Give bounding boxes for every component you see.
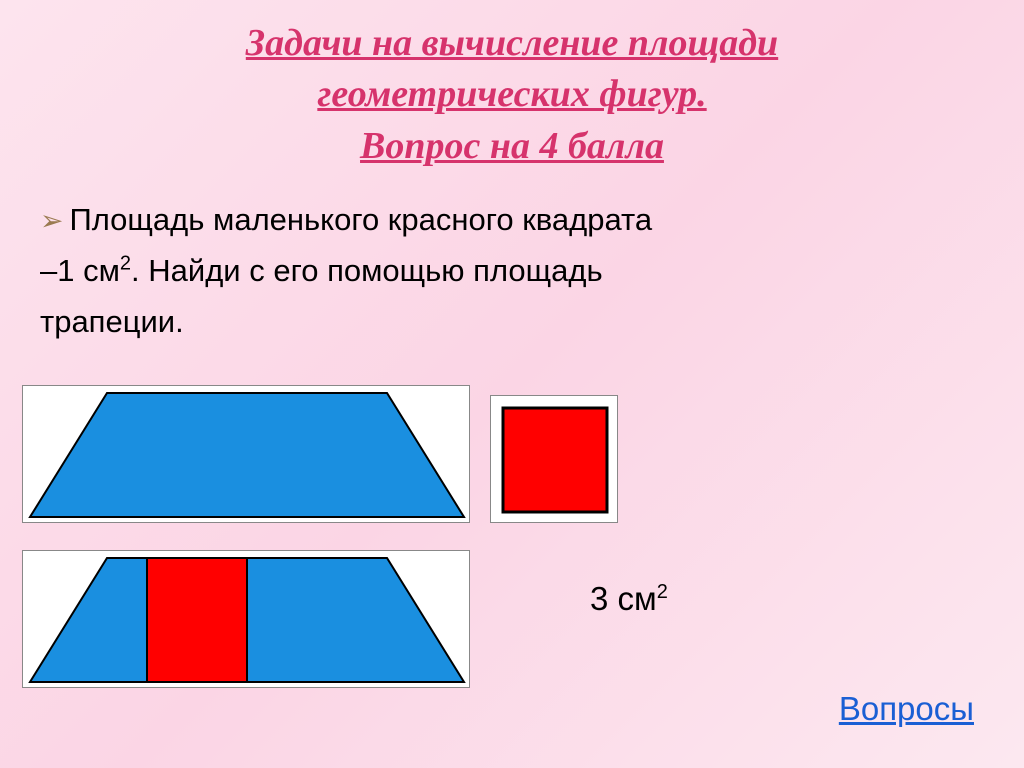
problem-line-2-suffix: . Найди с его помощью площадь	[131, 253, 603, 288]
trapezoid-2-svg	[27, 555, 467, 685]
trapezoid-1-shape	[30, 393, 464, 517]
problem-line-2-sup: 2	[120, 253, 131, 275]
square-1-svg	[501, 406, 609, 514]
answer-prefix: 3 см	[590, 580, 657, 617]
questions-link[interactable]: Вопросы	[839, 690, 974, 728]
answer-text: 3 см2	[590, 580, 668, 618]
trapezoid-1-box	[22, 385, 470, 523]
problem-line-1: Площадь маленького красного квадрата	[40, 194, 984, 245]
title-line-1: Задачи на вычисление площади	[0, 18, 1024, 69]
answer-sup: 2	[657, 581, 668, 603]
title-line-2: геометрических фигур.	[0, 69, 1024, 120]
square-1-shape	[503, 408, 607, 512]
slide-title: Задачи на вычисление площади геометричес…	[0, 0, 1024, 182]
problem-line-2: –1 см2. Найди с его помощью площадь	[40, 245, 984, 296]
problem-statement: Площадь маленького красного квадрата –1 …	[0, 182, 1024, 347]
figure-row-1	[22, 385, 618, 523]
problem-line-3: трапеции.	[40, 296, 984, 347]
title-line-3: Вопрос на 4 балла	[0, 121, 1024, 172]
trapezoid-2-inner-square	[147, 558, 247, 682]
square-1-box	[490, 395, 618, 523]
trapezoid-2-box	[22, 550, 470, 688]
figure-row-2	[22, 550, 470, 690]
trapezoid-1-svg	[27, 390, 467, 520]
problem-line-2-prefix: –1 см	[40, 253, 120, 288]
